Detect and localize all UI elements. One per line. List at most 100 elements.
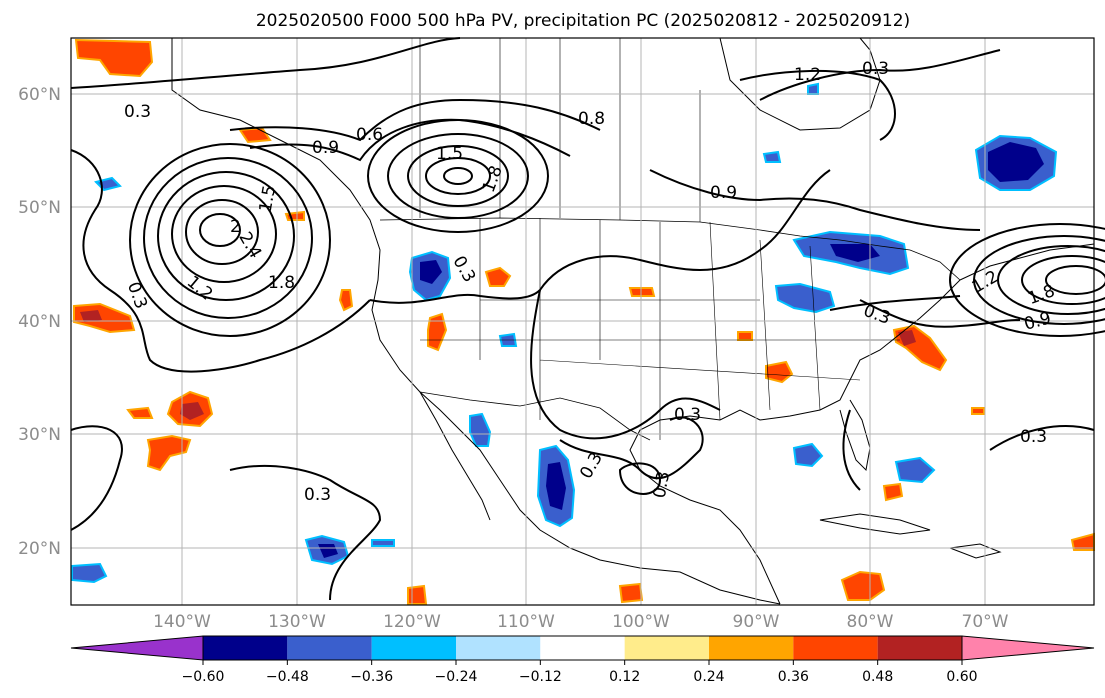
colorbar-tick-label: −0.12 [519, 669, 562, 685]
contour-label: 0.3 [304, 485, 331, 505]
precip-patch-positive [737, 331, 753, 341]
lat-label: 60°N [18, 85, 61, 105]
contour-label: 0.6 [356, 125, 383, 145]
graticule [71, 38, 1094, 605]
colorbar: −0.60 −0.48 −0.36 −0.24 −0.12 0.12 0.24 0.36 0.4… [70, 635, 1095, 685]
pv-contour-0.3 [70, 425, 123, 531]
lat-label: 50°N [18, 198, 61, 218]
colorbar-tick-label: −0.60 [182, 669, 225, 685]
precip-patch-negative [830, 244, 880, 262]
contour-label: 2 [230, 217, 241, 237]
precip-patch-positive [338, 289, 354, 312]
precip-patch-positive [146, 434, 192, 472]
pv-contour-ring [973, 235, 1105, 325]
lon-label: 80°W [847, 612, 894, 632]
precip-patch-positive [126, 406, 154, 419]
colorbar-tick-label: 0.12 [609, 669, 640, 685]
colorbar-extend-min [70, 635, 204, 661]
pv-contour-ring [171, 185, 277, 283]
lon-label: 100°W [612, 612, 670, 632]
pv-contour-ring [997, 245, 1105, 315]
lat-label: 30°N [18, 425, 61, 445]
contour-label: 0.9 [312, 138, 339, 158]
precip-patch-negative [71, 562, 108, 584]
colorbar-bin [203, 636, 288, 660]
colorbar-bins [70, 635, 1095, 661]
colorbar-tick-label: 0.36 [778, 669, 809, 685]
precip-patch-positive [618, 582, 644, 604]
colorbar-bin [624, 636, 709, 660]
pv-contour-0.3 [842, 409, 861, 491]
coastline-florida [839, 399, 871, 472]
contour-label: 0.3 [650, 470, 674, 500]
pv-contour-0.3 [559, 416, 704, 480]
colorbar-bin [540, 636, 625, 660]
pv-contour-ring [199, 213, 241, 247]
precip-patch-positive [840, 570, 886, 601]
precip-patch-positive [180, 402, 204, 420]
colorbar-tick-label: −0.24 [435, 669, 478, 685]
pv-contour-ring [367, 119, 549, 233]
pv-contour-ring [387, 133, 529, 219]
colorbar-bin [793, 636, 878, 660]
pv-contour-0.3 [70, 37, 461, 89]
colorbar-frame [202, 635, 963, 661]
precip-patch-positive [898, 330, 916, 346]
pv-contour-ring [443, 167, 473, 185]
border-us-canada [379, 217, 961, 281]
precip-patch-positive [628, 287, 656, 297]
precip-patch-positive [882, 482, 904, 502]
precip-patch-negative [371, 539, 395, 547]
coastlines-and-borders [171, 37, 1095, 605]
contour-label: 1.2 [794, 65, 821, 85]
contour-label: 1.8 [268, 273, 295, 293]
pv-contour-0.3 [530, 289, 721, 440]
map-frame [70, 37, 1095, 606]
pv-contour-ring [1045, 265, 1105, 295]
colorbar-tick-label: 0.60 [946, 669, 977, 685]
precip-patch-negative [469, 412, 492, 447]
precip-patch-negative [420, 260, 442, 284]
lat-label: 40°N [18, 312, 61, 332]
precip-patch-positive [971, 407, 985, 415]
figure-title: 2025020500 F000 500 hPa PV, precipitatio… [256, 11, 910, 31]
pv-contour-0.9 [649, 169, 981, 231]
precip-patch-negative [988, 142, 1044, 182]
lon-label: 70°W [962, 612, 1009, 632]
precip-patch-positive [74, 38, 154, 78]
contour-label: 1.5 [256, 184, 280, 214]
contour-label: 0.3 [674, 405, 701, 425]
pv-contour-0.3 [989, 425, 1095, 451]
lon-label: 110°W [497, 612, 555, 632]
coastline-cuba [819, 513, 931, 535]
colorbar-tick-label: 0.24 [693, 669, 724, 685]
precip-patch-negative [807, 82, 819, 95]
pv-contour-0.3 [369, 169, 831, 304]
precip-patch-negative [546, 462, 566, 510]
lat-label: 20°N [18, 539, 61, 559]
colorbar-bin [709, 636, 794, 660]
precip-patch-positive [765, 360, 794, 384]
colorbar-tick-label: 0.48 [862, 669, 893, 685]
colorbar-tick-label: −0.36 [350, 669, 393, 685]
pv-contour-ring [143, 157, 313, 319]
pv-contours [70, 37, 1105, 601]
pv-contour-ring [185, 199, 259, 265]
lon-label: 90°W [733, 612, 780, 632]
precip-patch-positive [80, 310, 102, 322]
colorbar-bin [877, 636, 962, 660]
colorbar-bin [287, 636, 372, 660]
pv-contour-ring [425, 157, 491, 195]
colorbar-tick-label: −0.48 [266, 669, 309, 685]
pv-contour-ring [157, 171, 295, 301]
colorbar-extend-max [961, 635, 1095, 661]
coastline-baja [419, 391, 491, 521]
contour-label: 0.3 [862, 59, 889, 79]
precip-patch-positive [427, 312, 448, 352]
longitude-labels: 140°W 130°W 120°W 110°W 100°W 90°W 80°W … [153, 612, 1009, 632]
coastline-hudson-bay [719, 37, 881, 131]
lon-label: 130°W [268, 612, 326, 632]
pv-contour-0.3 [618, 462, 662, 495]
precip-patch-negative [774, 282, 836, 314]
